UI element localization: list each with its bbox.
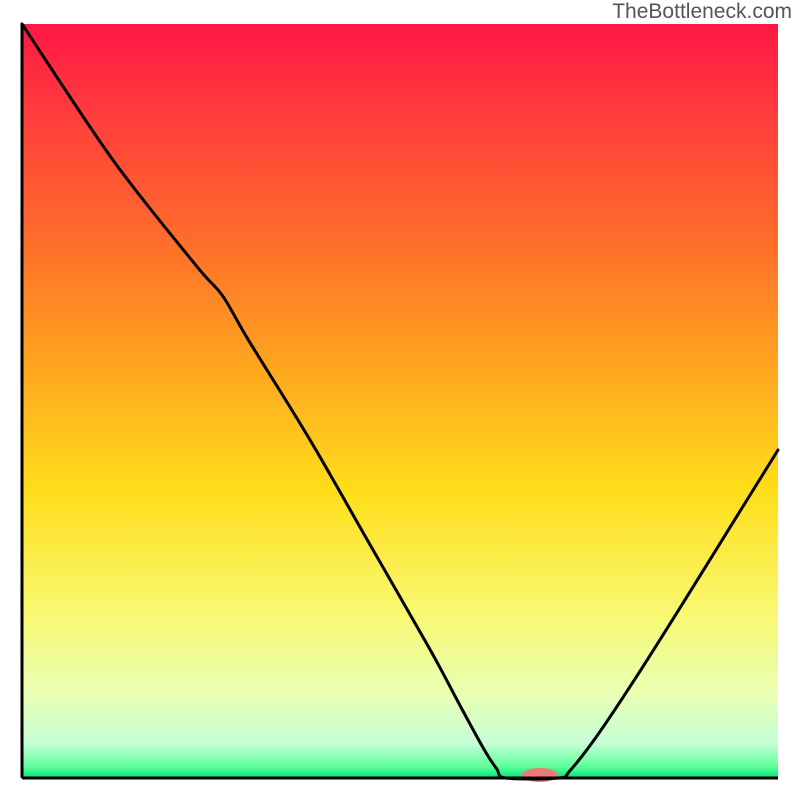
- bottleneck-curve-chart: [0, 0, 800, 800]
- watermark-text: TheBottleneck.com: [612, 0, 792, 24]
- chart-background: [22, 24, 778, 778]
- chart-container: TheBottleneck.com: [0, 0, 800, 800]
